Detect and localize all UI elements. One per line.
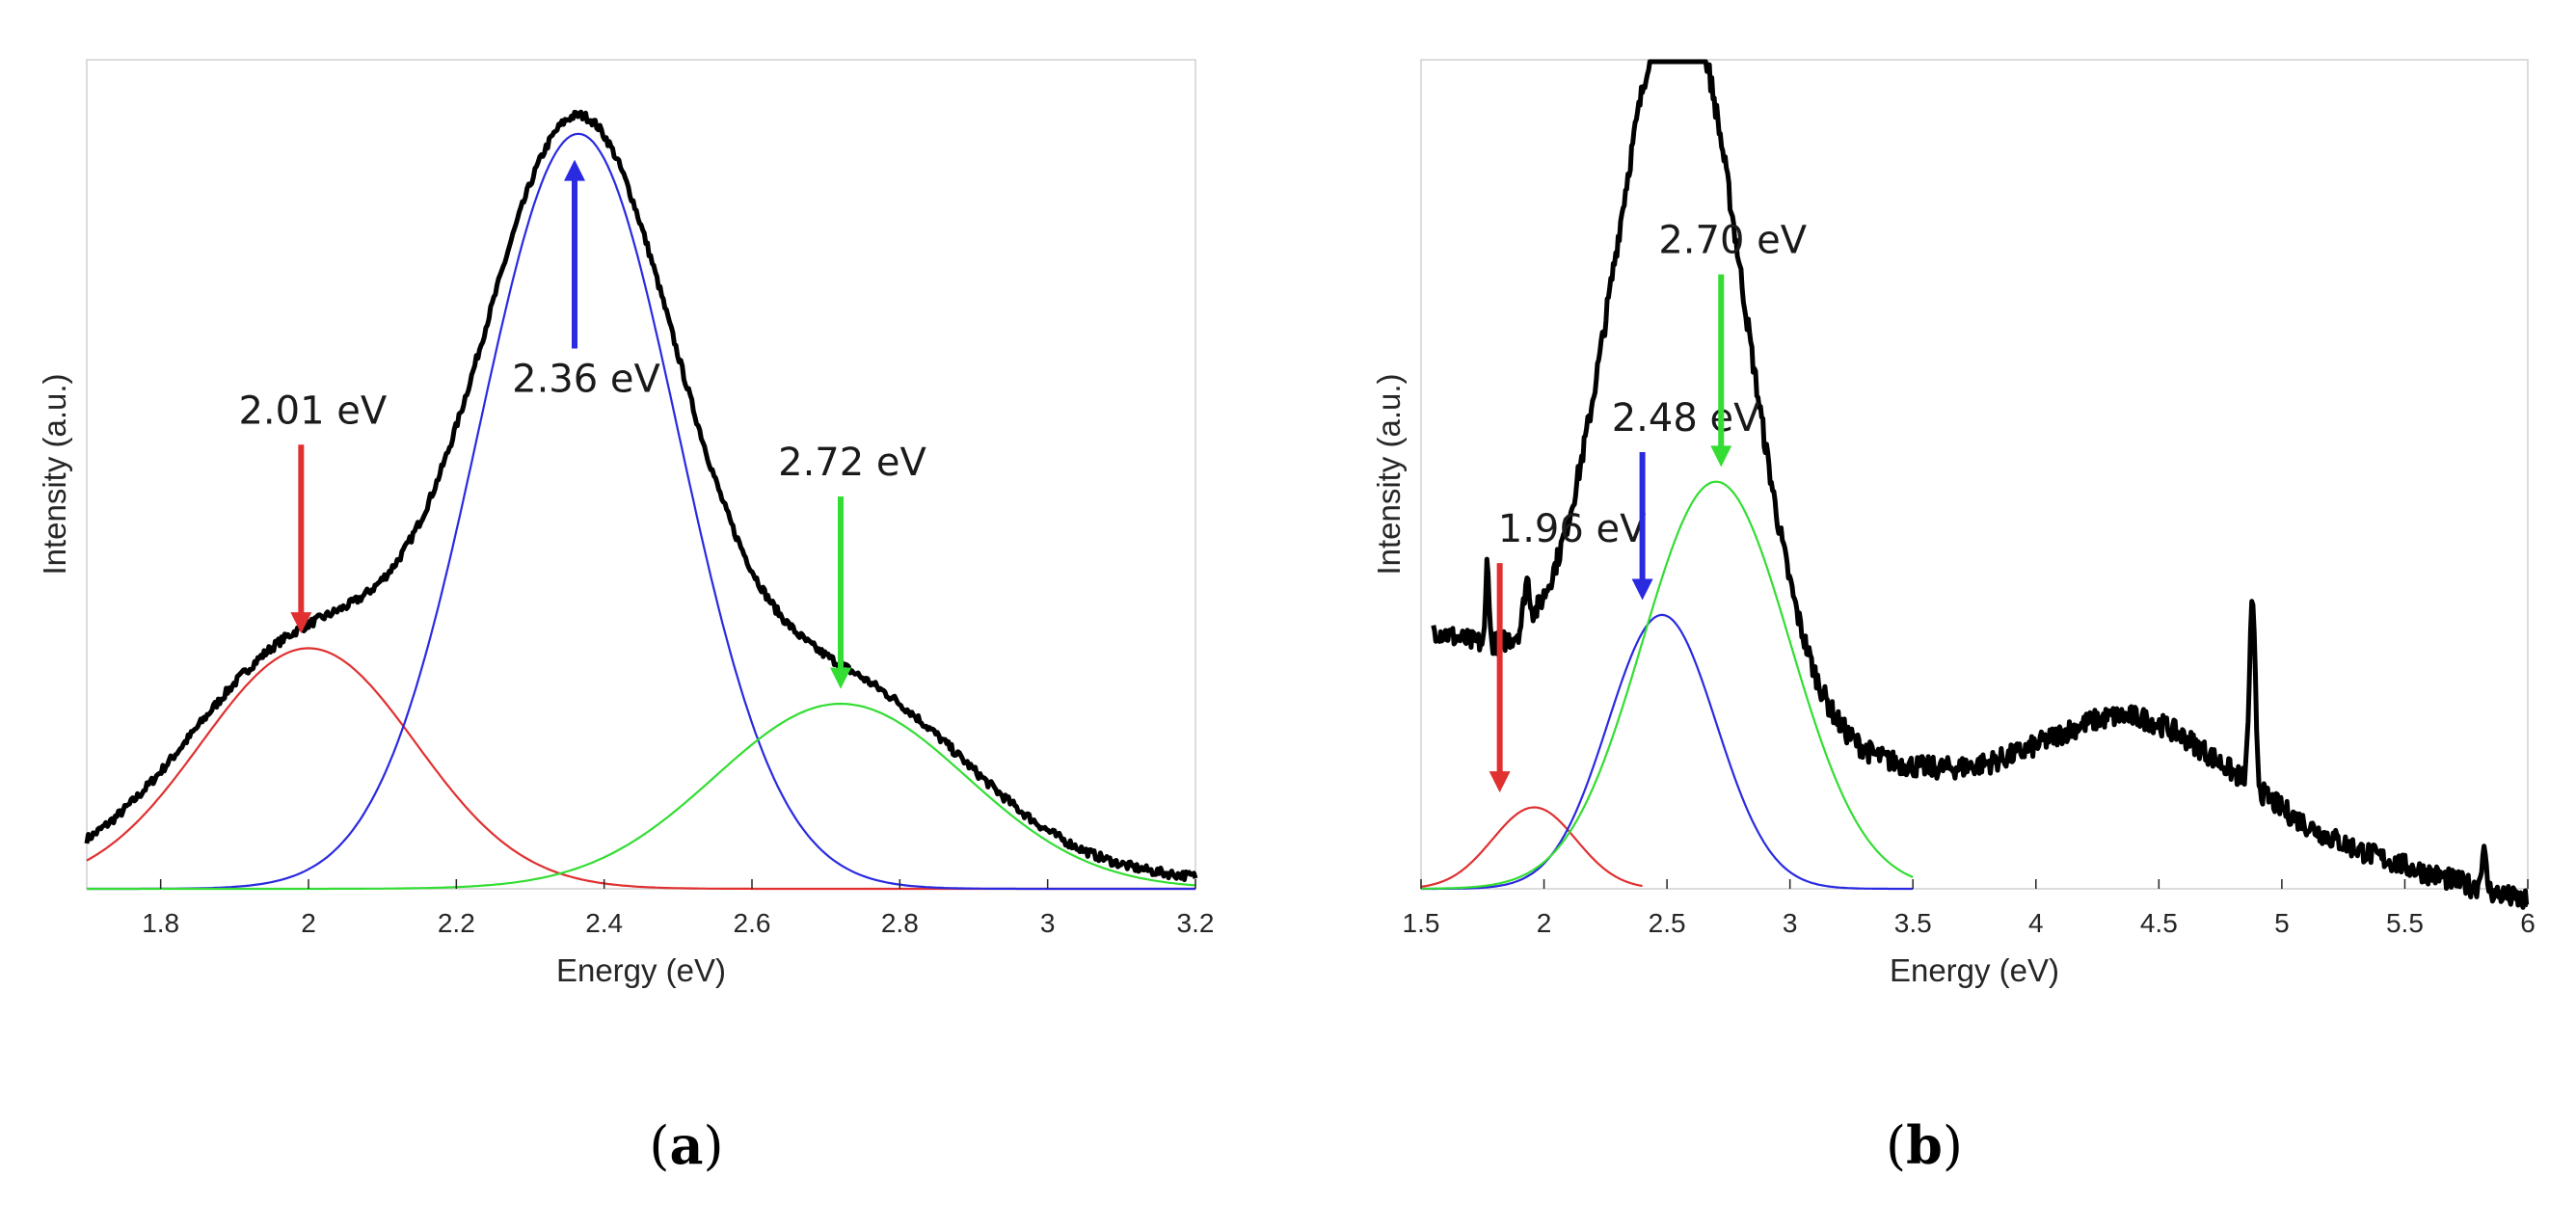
panel-a-arrowhead-0 <box>290 612 312 634</box>
panel-b-ylabel: Intensity (a.u.) <box>1371 373 1407 575</box>
panel-b-fit-curve-0 <box>1420 806 1643 888</box>
panel-a-plot-area <box>86 59 1196 890</box>
caption-b: (b) <box>1886 1114 1963 1176</box>
caption-a-close: ) <box>704 1115 724 1176</box>
panel-b-x-tick-label-5: 4 <box>2028 908 2044 938</box>
panel-b-x-tick-label-8: 5.5 <box>2386 908 2424 938</box>
caption-b-close: ) <box>1943 1115 1963 1176</box>
caption-a-open: ( <box>649 1115 669 1176</box>
caption-a: (a) <box>649 1114 723 1176</box>
panel-b-annotation-label-1: 2.48 eV <box>1612 396 1760 441</box>
panel-b-x-tick-label-4: 3.5 <box>1894 908 1932 938</box>
panel-b-fit-curve-1 <box>1421 613 1914 891</box>
panel-a-arrowhead-1 <box>564 159 585 181</box>
panel-b-x-tick-label-3: 3 <box>1783 908 1798 938</box>
panel-b-x-ticks: 1.5 2 2.5 3 3.5 4 4.5 5 5.5 6 <box>1403 879 2536 938</box>
panel-b-plot-area <box>1420 59 2529 890</box>
panel-a-x-ticks: 1.8 2 2.2 2.4 2.6 2.8 3 3.2 <box>142 879 1214 938</box>
caption-b-letter: b <box>1906 1114 1943 1176</box>
panel-b-annotations: 1.96 eV 2.48 eV 2.70 eV <box>1489 219 1808 793</box>
panel-a-ylabel: Intensity (a.u.) <box>37 373 72 575</box>
panel-a-x-tick-label-7: 3.2 <box>1177 908 1215 938</box>
panel-a-x-tick-label-5: 2.8 <box>881 908 919 938</box>
caption-b-open: ( <box>1886 1115 1906 1176</box>
panel-b-arrowhead-0 <box>1489 771 1511 793</box>
panel-b-chart: 1.5 2 2.5 3 3.5 4 4.5 5 5.5 6 1.96 eV 2.48 eV 2.70 … <box>1371 59 2536 988</box>
panel-b-x-tick-label-9: 6 <box>2520 908 2536 938</box>
panel-a-x-tick-label-1: 2 <box>301 908 316 938</box>
panel-a-fit-curve-2 <box>87 702 1196 891</box>
panel-b-arrowhead-2 <box>1710 445 1732 468</box>
panel-b-arrowhead-1 <box>1631 578 1653 601</box>
panel-a-fit-curves <box>86 132 1196 891</box>
panel-b-x-tick-label-2: 2.5 <box>1649 908 1686 938</box>
panel-b-x-tick-label-6: 4.5 <box>2140 908 2178 938</box>
panel-b-x-tick-label-1: 2 <box>1537 908 1552 938</box>
panel-b-fit-curves <box>1420 480 1914 891</box>
panel-b-x-tick-label-7: 5 <box>2274 908 2290 938</box>
panel-a-measured-line <box>84 109 1198 882</box>
panel-a-annotation-label-1: 2.36 eV <box>512 357 660 401</box>
panel-a-x-tick-label-0: 1.8 <box>142 908 179 938</box>
panel-a-annotations: 2.01 eV 2.36 eV 2.72 eV <box>238 159 927 689</box>
panel-a-annotation-label-0: 2.01 eV <box>238 388 387 433</box>
panel-a-x-tick-label-3: 2.4 <box>585 908 623 938</box>
panel-a-xlabel: Energy (eV) <box>556 952 726 988</box>
panel-a-chart: 1.8 2 2.2 2.4 2.6 2.8 3 3.2 2.01 eV 2.36 eV 2.72 … <box>37 59 1214 988</box>
panel-b-measured-line <box>1431 59 2530 910</box>
panel-b-xlabel: Energy (eV) <box>1890 952 2059 988</box>
panel-a-annotation-label-2: 2.72 eV <box>778 441 926 485</box>
panel-b-fit-curve-2 <box>1420 480 1914 890</box>
panel-a-measured-curve <box>84 109 1198 882</box>
panel-a-fit-curve-1 <box>87 132 1195 891</box>
panel-a-arrowhead-2 <box>830 667 851 689</box>
panel-b-x-tick-label-0: 1.5 <box>1403 908 1440 938</box>
panel-a-x-tick-label-2: 2.2 <box>438 908 475 938</box>
panel-b-annotation-label-0: 1.96 eV <box>1498 507 1647 551</box>
panel-b-measured-curve <box>1431 59 2530 910</box>
panel-a-x-tick-label-4: 2.6 <box>734 908 771 938</box>
caption-a-letter: a <box>670 1114 704 1176</box>
panel-b-annotation-label-2: 2.70 eV <box>1658 219 1807 263</box>
panel-a-x-tick-label-6: 3 <box>1040 908 1056 938</box>
